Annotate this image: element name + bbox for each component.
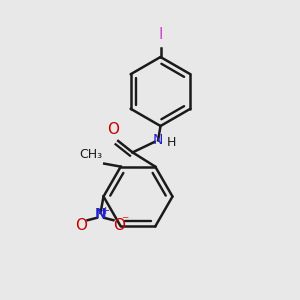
Text: H: H [167, 136, 176, 149]
Text: O: O [113, 218, 125, 232]
Text: N: N [153, 134, 163, 147]
Text: O: O [76, 218, 88, 232]
Text: I: I [158, 27, 163, 42]
Text: ⁻: ⁻ [121, 214, 128, 228]
Text: N: N [95, 208, 106, 221]
Text: +: + [101, 206, 111, 216]
Text: O: O [107, 122, 119, 137]
Text: CH₃: CH₃ [80, 148, 103, 161]
